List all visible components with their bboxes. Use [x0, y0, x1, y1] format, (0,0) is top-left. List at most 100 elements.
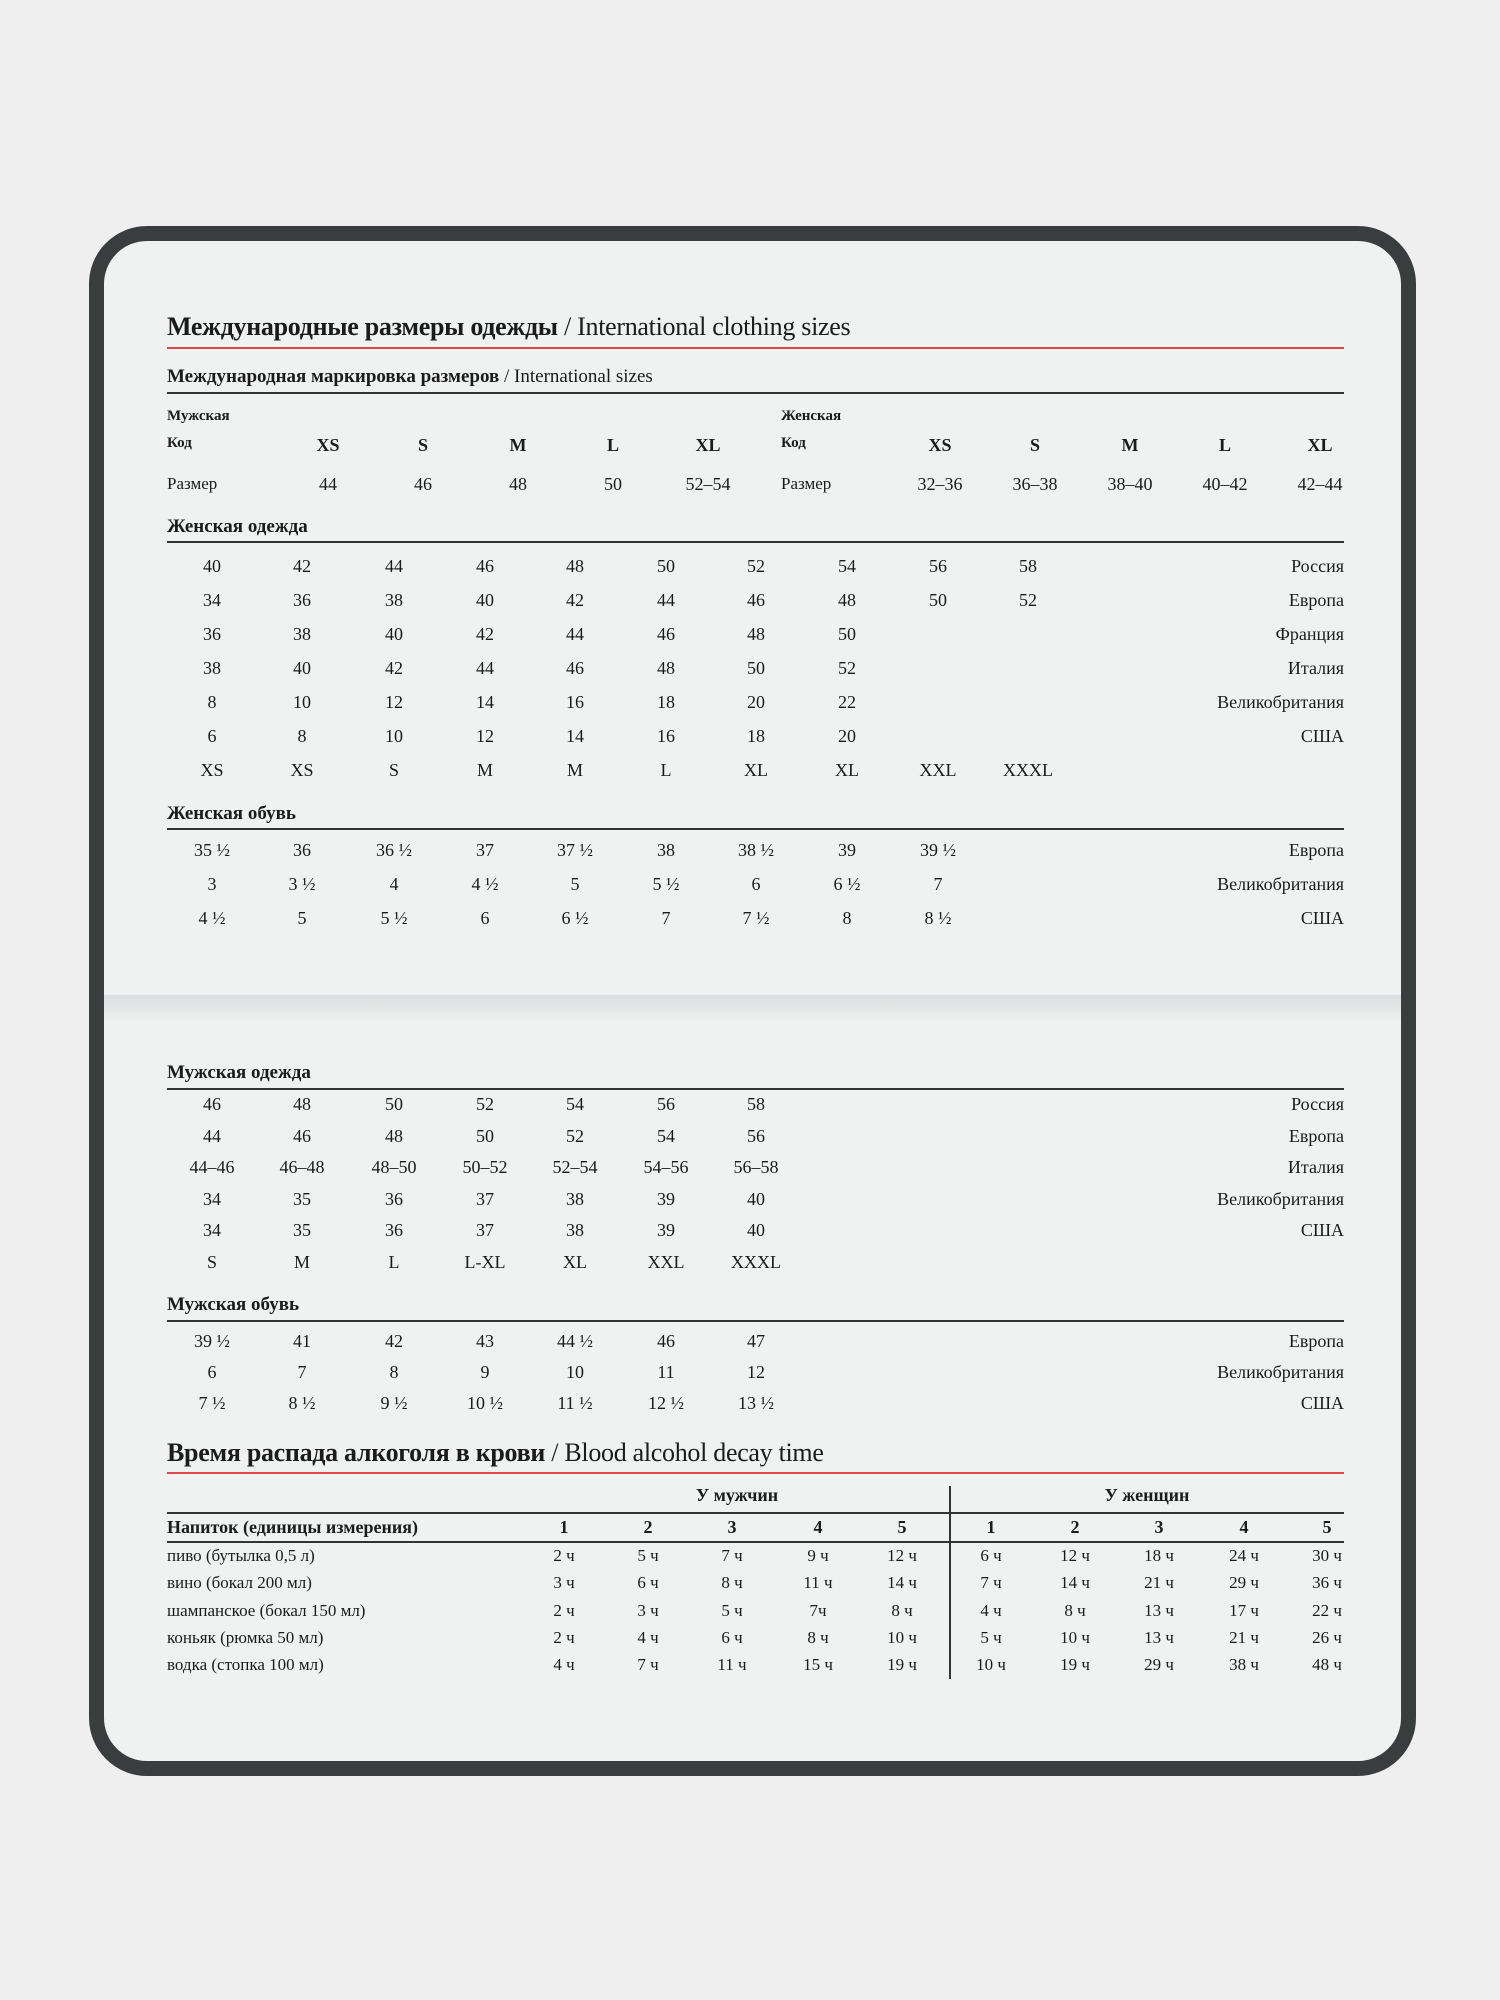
- hours-cell: 21 ч: [1144, 1573, 1174, 1593]
- hours-cell: 6 ч: [980, 1546, 1002, 1565]
- size-code: XS: [928, 435, 952, 455]
- hours-cell: 3 ч: [637, 1600, 659, 1620]
- country-label: США: [1300, 908, 1344, 928]
- size-cell: 50: [838, 624, 856, 644]
- hours-cell: 26 ч: [1312, 1627, 1342, 1647]
- size-value: 36–38: [1012, 474, 1058, 494]
- hours-cell: 11 ч: [717, 1655, 747, 1675]
- size-cell: 39: [838, 840, 856, 860]
- section-rule: [167, 541, 1344, 543]
- size-cell: XS: [290, 760, 314, 780]
- hours-cell: 8 ч: [891, 1600, 913, 1620]
- column-number: 3: [727, 1517, 737, 1537]
- size-cell: 42: [566, 590, 584, 610]
- hours-cell: 10 ч: [976, 1655, 1006, 1675]
- size-cell: L: [660, 760, 672, 780]
- group-divider: [949, 1486, 951, 1679]
- size-cell: 46: [747, 590, 765, 610]
- size-cell: 42: [293, 556, 311, 576]
- size-cell: XL: [835, 760, 859, 780]
- size-cell: 10: [293, 692, 311, 712]
- country-label: США: [1300, 1220, 1344, 1241]
- size-cell: 46: [657, 624, 675, 644]
- country-label: США: [1300, 1393, 1344, 1413]
- size-cell: 38: [385, 590, 403, 610]
- size-cell: 39: [657, 1220, 675, 1241]
- size-cell: 58: [747, 1094, 765, 1114]
- size-cell: 42: [385, 1331, 403, 1351]
- size-cell: 7 ½: [198, 1393, 226, 1413]
- hours-cell: 48 ч: [1312, 1655, 1342, 1675]
- size-value: 48: [509, 474, 527, 494]
- size-cell: 50: [929, 590, 947, 610]
- size-cell: 38: [203, 658, 221, 678]
- size-cell: 54: [838, 556, 856, 576]
- size-cell: 18: [657, 692, 675, 712]
- size-cell: 16: [657, 726, 675, 746]
- size-cell: XS: [200, 760, 224, 780]
- size-cell: 50: [657, 556, 675, 576]
- section-title: Женская одежда: [167, 516, 308, 537]
- size-cell: 39 ½: [920, 840, 956, 860]
- size-cell: L: [388, 1252, 400, 1272]
- hours-cell: 21 ч: [1229, 1627, 1259, 1647]
- size-cell: 47: [747, 1331, 765, 1351]
- size-cell: 12 ½: [648, 1393, 684, 1413]
- size-cell: 39: [657, 1188, 675, 1209]
- size-cell: 44: [385, 556, 403, 576]
- country-label: Франция: [1275, 624, 1344, 644]
- hours-cell: 15 ч: [803, 1655, 833, 1675]
- hours-cell: 10 ч: [1060, 1627, 1090, 1647]
- size-cell: 12: [476, 726, 494, 746]
- hours-cell: 5 ч: [980, 1627, 1002, 1647]
- hours-cell: 12 ч: [1060, 1546, 1090, 1565]
- size-cell: 44: [657, 590, 675, 610]
- country-label: Европа: [1288, 1125, 1344, 1146]
- size-cell: 48: [747, 624, 765, 644]
- hours-cell: 7ч: [809, 1600, 827, 1620]
- size-cell: S: [206, 1252, 218, 1272]
- hours-cell: 19 ч: [887, 1655, 917, 1675]
- column-number: 5: [1322, 1517, 1332, 1537]
- hours-cell: 24 ч: [1229, 1546, 1259, 1565]
- country-label: Италия: [1287, 1157, 1344, 1178]
- hours-cell: 4 ч: [553, 1655, 575, 1675]
- size-cell: 37: [476, 840, 494, 860]
- size-cell: 6: [207, 1362, 217, 1382]
- section-title: Мужская обувь: [167, 1294, 300, 1315]
- size-cell: 48: [838, 590, 856, 610]
- hours-cell: 29 ч: [1144, 1655, 1174, 1675]
- hours-cell: 7 ч: [637, 1655, 659, 1675]
- title-red-rule: [167, 347, 1344, 349]
- size-cell: 10: [566, 1362, 584, 1382]
- clothing-sizes-title: Международные размеры одежды / Internati…: [167, 312, 851, 342]
- size-cell: 35 ½: [194, 840, 230, 860]
- code-label: Код: [781, 435, 806, 451]
- size-cell: 40: [476, 590, 494, 610]
- size-cell: XXL: [919, 760, 957, 780]
- size-code: M: [509, 435, 527, 455]
- size-cell: 44: [476, 658, 494, 678]
- section-rule: [167, 392, 1344, 394]
- size-cell: 52: [476, 1094, 494, 1114]
- hours-cell: 5 ч: [637, 1546, 659, 1565]
- code-label: Код: [167, 435, 192, 451]
- size-cell: 37: [476, 1220, 494, 1241]
- size-cell: 34: [203, 590, 221, 610]
- subtitle-en: / International sizes: [504, 366, 653, 387]
- size-cell: 8: [842, 908, 852, 928]
- size-cell: 42: [476, 624, 494, 644]
- drink-label: пиво (бутылка 0,5 л): [167, 1546, 315, 1565]
- size-cell: 6: [480, 908, 490, 928]
- size-cell: 3 ½: [288, 874, 316, 894]
- size-code: XL: [695, 435, 721, 455]
- size-cell: 7 ½: [742, 908, 770, 928]
- size-cell: 6: [207, 726, 217, 746]
- country-label: Европа: [1288, 840, 1344, 860]
- size-cell: 44: [203, 1125, 221, 1146]
- country-label: Европа: [1288, 590, 1344, 610]
- size-cell: 7: [661, 908, 671, 928]
- size-cell: 54–56: [643, 1157, 689, 1178]
- hours-cell: 11 ч: [803, 1573, 833, 1593]
- size-cell: XXL: [647, 1252, 685, 1272]
